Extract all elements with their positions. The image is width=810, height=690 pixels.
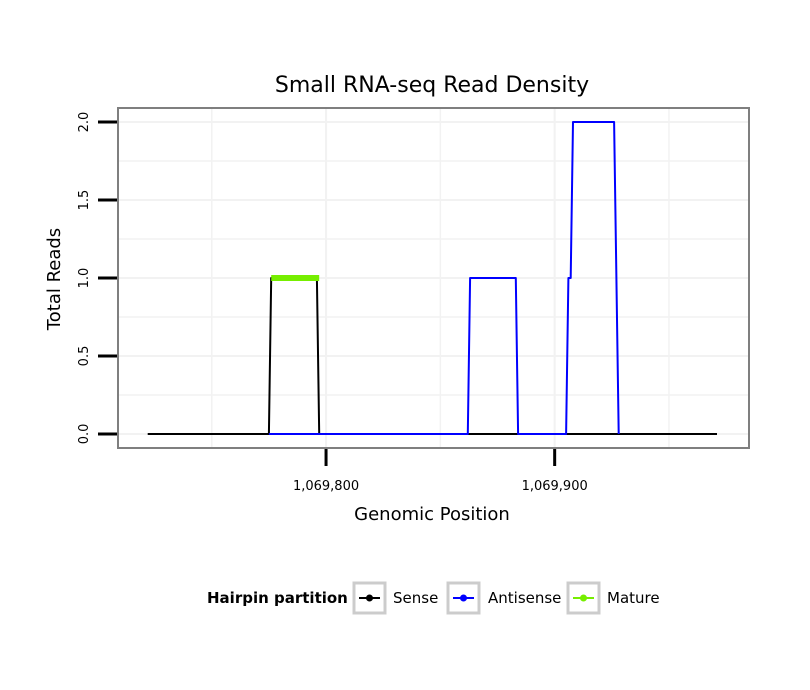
- legend-key-point: [366, 594, 373, 602]
- legend-key-box: [352, 581, 387, 615]
- y-tick-label: 0.5: [77, 346, 92, 367]
- y-axis-label: Total Reads: [44, 228, 65, 331]
- chart-title: Small RNA-seq Read Density: [275, 73, 589, 98]
- y-tick-label: 2.0: [77, 112, 92, 133]
- grid: [118, 108, 749, 448]
- series-line-antisense: [268, 121, 620, 435]
- legend: Hairpin partition Sense Antisense Mature: [207, 581, 660, 615]
- x-tick-label: 1,069,900: [522, 479, 588, 494]
- legend-key-point: [580, 594, 587, 602]
- legend-key-point: [460, 594, 467, 602]
- x-tick-label: 1,069,800: [293, 479, 359, 494]
- y-tick-label: 1.5: [77, 190, 92, 211]
- plot-border: [117, 107, 750, 449]
- legend-label-sense: Sense: [393, 589, 438, 607]
- legend-title: Hairpin partition: [207, 589, 348, 607]
- legend-label-antisense: Antisense: [488, 589, 561, 607]
- axes: 0.0 0.5 1.0 1.5 2.0 1,069,800 1,069,900: [77, 107, 750, 494]
- y-tick-label: 0.0: [77, 424, 92, 445]
- legend-label-mature: Mature: [607, 589, 660, 607]
- x-axis-label: Genomic Position: [354, 504, 510, 525]
- series-layer: [147, 121, 717, 435]
- y-tick-label: 1.0: [77, 268, 92, 289]
